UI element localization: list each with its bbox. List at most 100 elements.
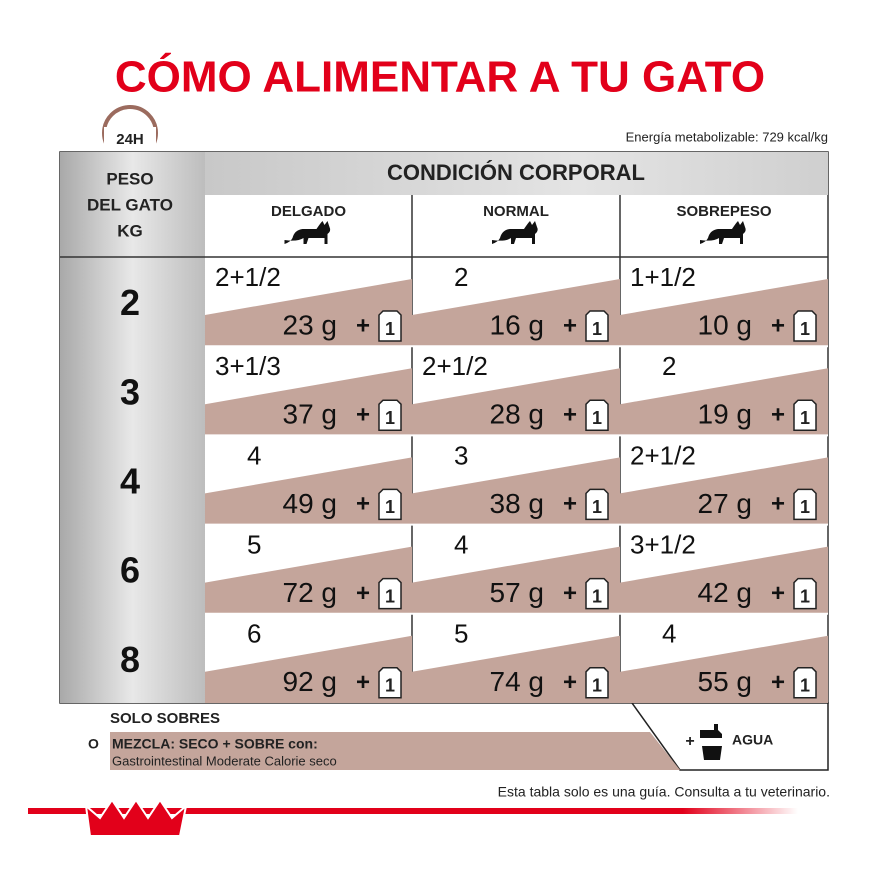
energy: Energía metabolizable: 729 kcal/kg xyxy=(626,129,828,144)
grams-band xyxy=(620,546,828,614)
condition-header xyxy=(205,152,828,195)
pouch-icon xyxy=(585,667,609,699)
pouch-label: 1 xyxy=(800,497,810,517)
cat-icon xyxy=(492,221,538,244)
plus: + xyxy=(771,312,785,339)
red-line xyxy=(28,808,798,814)
badge: 24H xyxy=(116,131,144,148)
column-title: DELGADO xyxy=(271,203,346,220)
plus: + xyxy=(771,402,785,429)
pouch-label: 1 xyxy=(592,497,602,517)
plus: + xyxy=(563,491,577,518)
grams: 19 g xyxy=(698,399,753,430)
pouch-icon xyxy=(793,667,817,699)
pouches: 2+1/2 xyxy=(215,262,281,292)
grams: 72 g xyxy=(283,577,338,608)
plus: + xyxy=(771,491,785,518)
pouch-label: 1 xyxy=(592,586,602,606)
water-plus: + xyxy=(685,733,694,750)
column-title: SOBREPESO xyxy=(676,203,771,220)
weight-label: DEL GATO xyxy=(87,195,173,214)
grams: 23 g xyxy=(283,309,338,340)
plus: + xyxy=(563,312,577,339)
pouches: 3+1/2 xyxy=(630,529,696,559)
grams-band xyxy=(205,457,412,525)
mix: MEZCLA: SECO + SOBRE con: xyxy=(112,736,318,752)
grams: 28 g xyxy=(490,399,545,430)
pouch-label: 1 xyxy=(800,319,810,339)
grams: 37 g xyxy=(283,399,338,430)
pouch-label: 1 xyxy=(592,676,602,696)
weight-column xyxy=(60,152,205,703)
pouch-label: 1 xyxy=(800,408,810,428)
mix-band xyxy=(110,732,680,770)
plus: + xyxy=(771,669,785,696)
grams-band xyxy=(205,546,412,614)
or: O xyxy=(88,736,99,752)
product: Gastrointestinal Moderate Calorie seco xyxy=(112,753,337,768)
pouches: 4 xyxy=(247,440,261,470)
plus: + xyxy=(563,669,577,696)
grams: 10 g xyxy=(698,309,753,340)
pouches: 5 xyxy=(247,529,261,559)
column-title: NORMAL xyxy=(483,203,549,220)
pouch-icon xyxy=(585,577,609,610)
weight: 6 xyxy=(120,550,140,591)
pouch-label: 1 xyxy=(385,497,395,517)
pouch-icon xyxy=(793,488,817,521)
weight: 2 xyxy=(120,282,140,323)
pouch-label: 1 xyxy=(592,319,602,339)
pouches: 2 xyxy=(454,262,468,292)
pouches: 2+1/2 xyxy=(422,351,488,381)
grams-band xyxy=(205,279,412,347)
pouch-label: 1 xyxy=(592,408,602,428)
grams: 27 g xyxy=(698,488,753,519)
pouches: 2 xyxy=(662,351,676,381)
pouch-icon xyxy=(378,577,402,610)
pouches: 3+1/3 xyxy=(215,351,281,381)
weight: 8 xyxy=(120,639,140,680)
pouch-icon xyxy=(793,577,817,610)
pouch-label: 1 xyxy=(800,676,810,696)
grams: 55 g xyxy=(698,666,753,697)
grams-band xyxy=(412,457,620,525)
grams: 74 g xyxy=(490,666,545,697)
plus: + xyxy=(563,402,577,429)
cat-icon xyxy=(700,221,746,244)
pouches: 4 xyxy=(662,619,676,649)
plus: + xyxy=(771,580,785,607)
title: CÓMO ALIMENTAR A TU GATO xyxy=(115,52,765,102)
pouch-label: 1 xyxy=(385,408,395,428)
grams: 42 g xyxy=(698,577,753,608)
pouches: 3 xyxy=(454,440,468,470)
grams-band xyxy=(620,368,828,436)
weight: 3 xyxy=(120,371,140,412)
water: AGUA xyxy=(732,732,773,748)
condition-title: CONDICIÓN CORPORAL xyxy=(387,160,645,185)
grams-band xyxy=(412,546,620,614)
cat-icon xyxy=(284,221,331,244)
pouch-icon xyxy=(378,310,402,342)
pouch-icon xyxy=(793,310,817,342)
plus: + xyxy=(563,580,577,607)
grams: 16 g xyxy=(490,309,545,340)
pouches: 4 xyxy=(454,529,468,559)
grams-band xyxy=(412,368,620,436)
grams-band xyxy=(205,368,412,436)
grams: 57 g xyxy=(490,577,545,608)
grams-band xyxy=(412,635,620,703)
plus: + xyxy=(356,312,370,339)
grams: 92 g xyxy=(283,666,338,697)
pouches: 6 xyxy=(247,619,261,649)
weight: 4 xyxy=(120,461,140,502)
pouch-label: 1 xyxy=(385,319,395,339)
grams-band xyxy=(205,635,412,703)
grams-band xyxy=(620,635,828,703)
pouch-icon xyxy=(585,488,609,521)
plus: + xyxy=(356,491,370,518)
grams: 49 g xyxy=(283,488,338,519)
only-pouches: SOLO SOBRES xyxy=(110,710,220,727)
note: Esta tabla solo es una guía. Consulta a … xyxy=(498,784,830,800)
pouch-icon xyxy=(378,488,402,521)
grams: 38 g xyxy=(490,488,545,519)
